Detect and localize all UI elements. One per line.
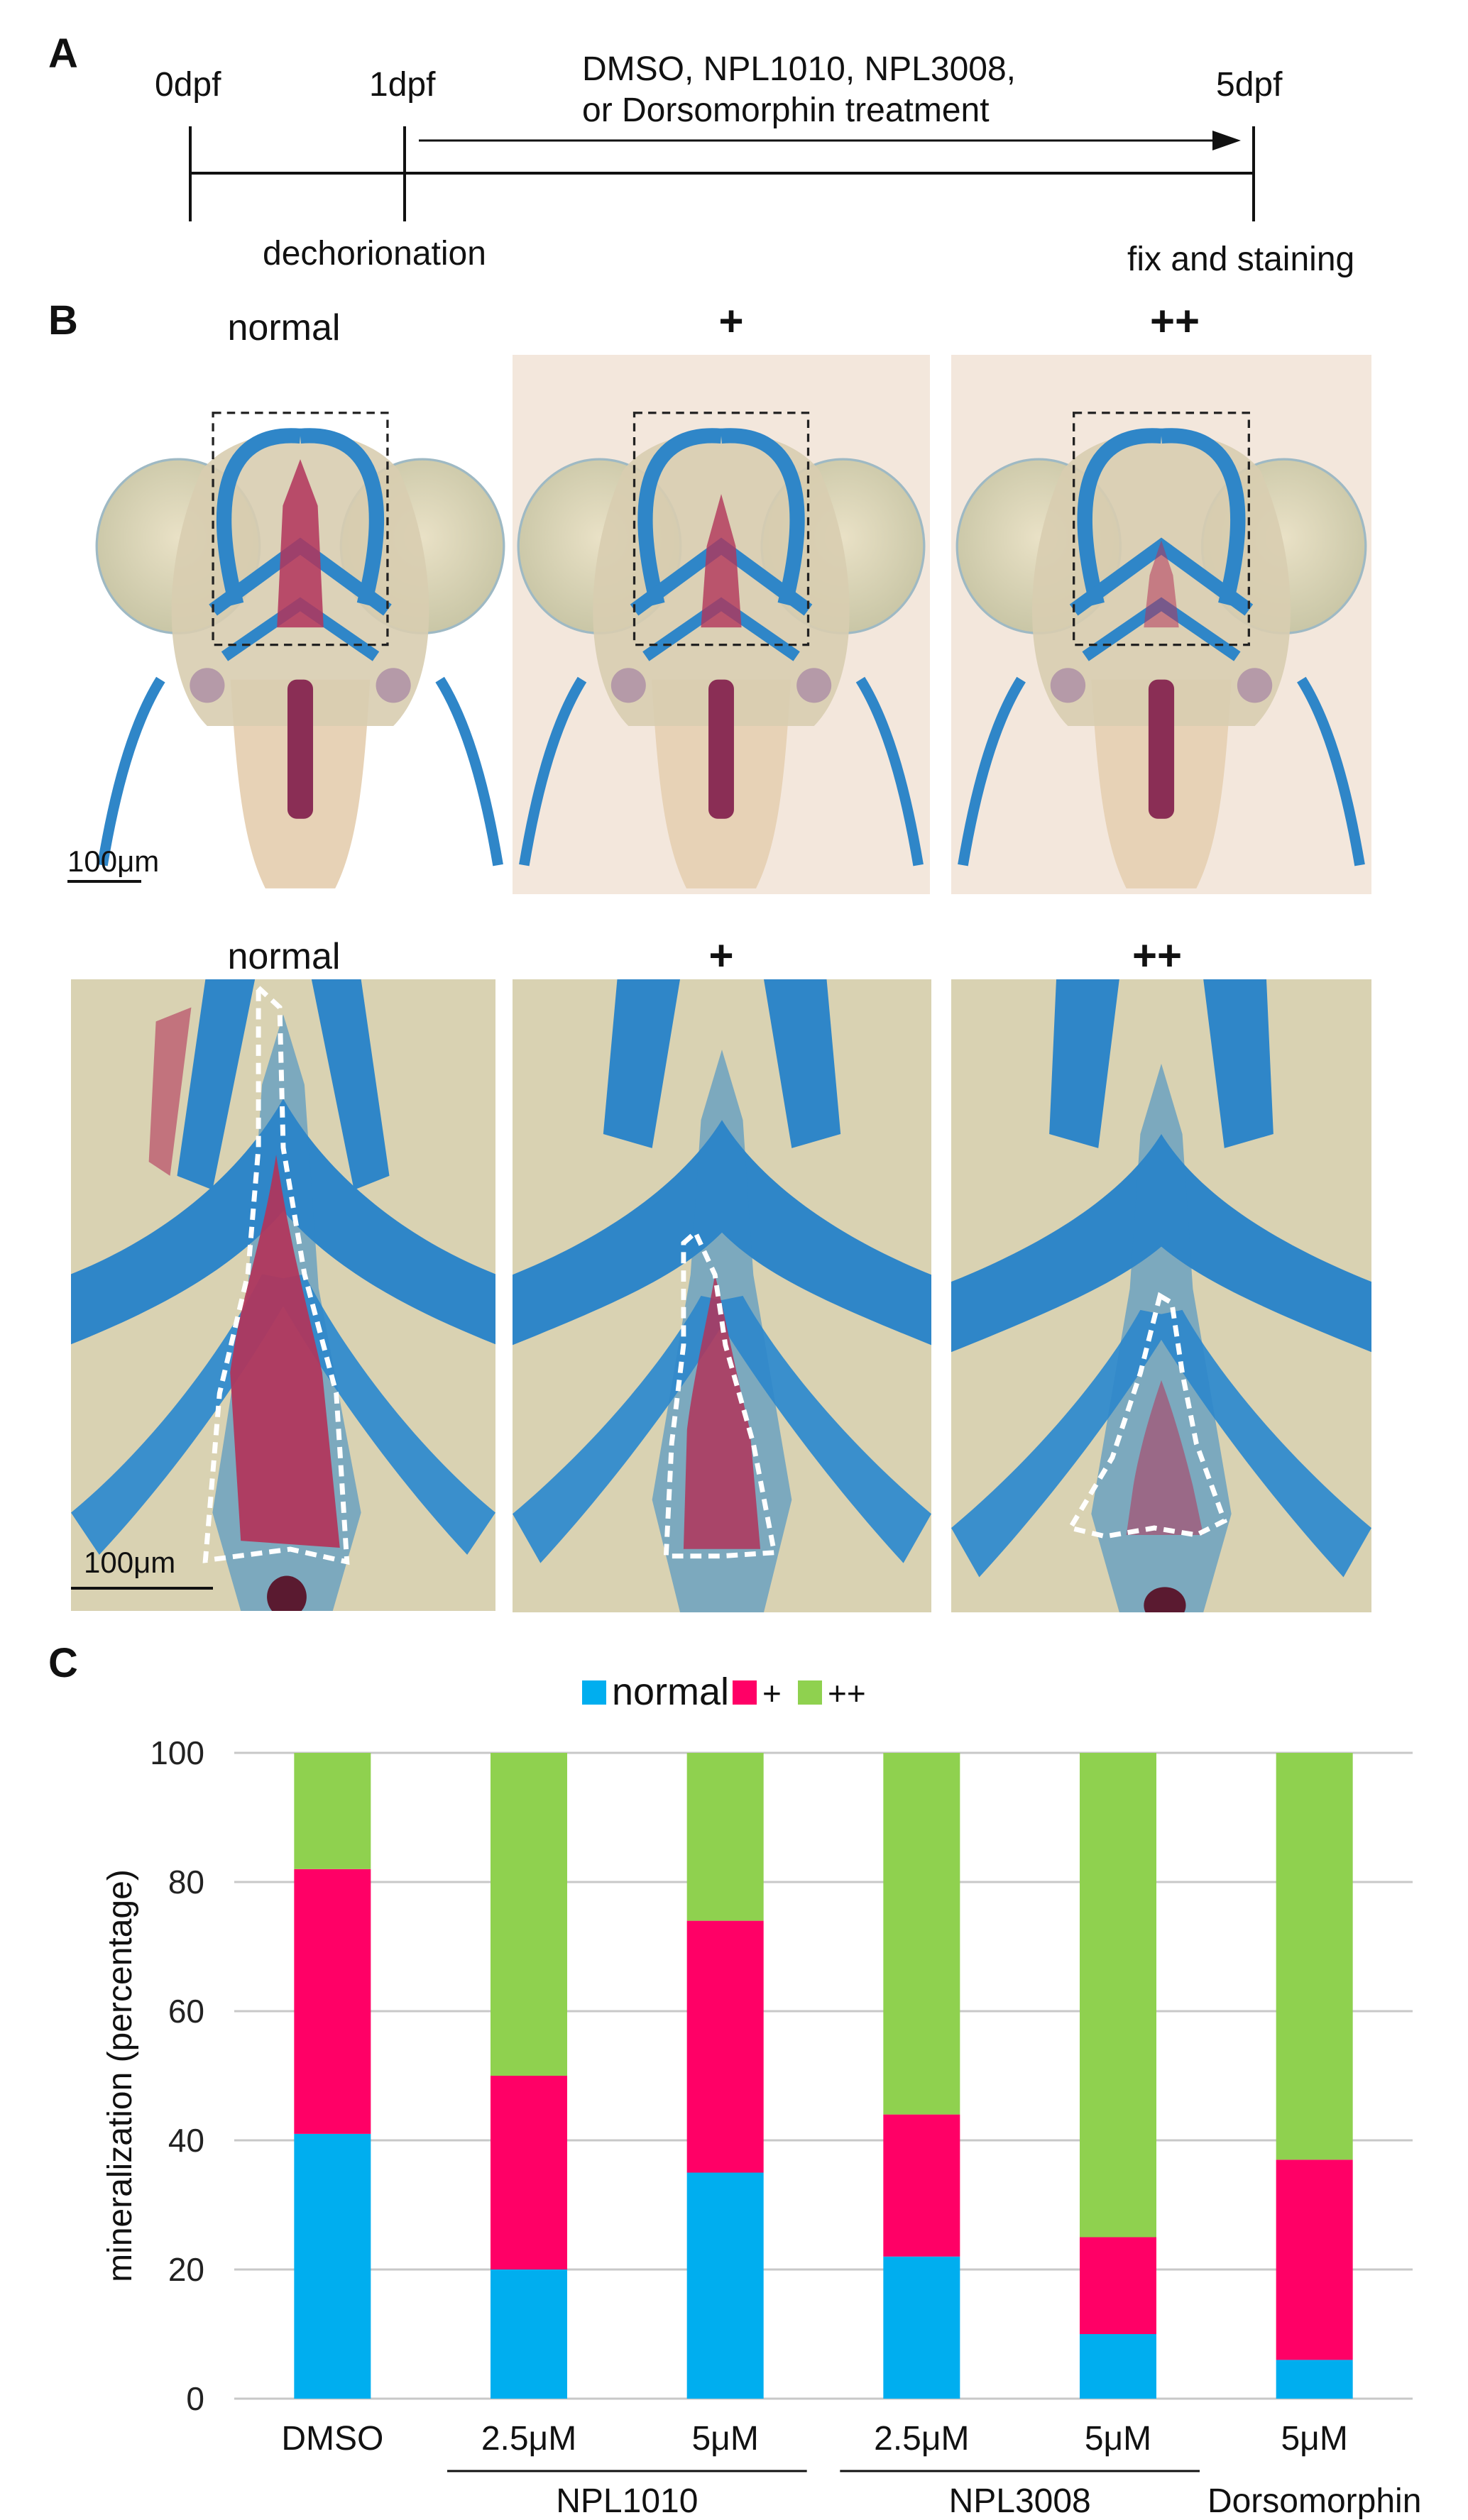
bar-segment-5-2 [1276, 1753, 1353, 2160]
y-tick-label-20: 20 [168, 2251, 204, 2288]
scale-bar-top [67, 880, 141, 883]
top-label-normal: normal [227, 307, 341, 348]
zoom-image-plusplus [951, 979, 1371, 1612]
legend-swatch-0 [582, 1680, 606, 1705]
x-tick-label-5: 5μM [1281, 2420, 1347, 2458]
bar-segment-4-1 [1080, 2237, 1156, 2334]
x-tick-label-3: 2.5μM [874, 2420, 969, 2458]
legend-label-1: + [762, 1675, 782, 1712]
bar-segment-4-2 [1080, 1753, 1156, 2238]
top-label-plusplus: ++ [1149, 297, 1200, 345]
treatment-label-line2: or Dorsomorphin treatment [582, 92, 990, 129]
top-label-plus: + [718, 297, 744, 345]
tick-label-1dpf: 1dpf [369, 66, 436, 104]
y-tick-label-100: 100 [150, 1734, 204, 1771]
top-image-normal [91, 355, 510, 894]
panel-b-letter: B [48, 297, 78, 343]
bar-segment-1-0 [491, 2269, 567, 2399]
bar-segment-1-1 [491, 2076, 567, 2269]
legend-label-2: ++ [828, 1675, 866, 1712]
legend-label-0: normal [612, 1671, 729, 1713]
tick-label-0dpf: 0dpf [155, 66, 221, 104]
x-tick-label-4: 5μM [1085, 2420, 1151, 2458]
bottom-label-plus: + [708, 932, 734, 979]
zoom-image-normal [71, 979, 495, 1611]
y-tick-label-40: 40 [168, 2122, 204, 2159]
fix-staining-label: fix and staining [1127, 241, 1355, 278]
bar-segment-0-0 [294, 2133, 371, 2399]
treatment-label-line1: DMSO, NPL1010, NPL3008, [582, 50, 1016, 88]
bar-segment-3-1 [883, 2114, 960, 2257]
bottom-label-plusplus: ++ [1132, 932, 1183, 979]
panel-c-letter: C [48, 1640, 78, 1686]
y-axis-title: mineralization (percentage) [102, 1869, 139, 2282]
treatment-arrow-head [1212, 131, 1241, 150]
zoom-image-plus [513, 979, 931, 1612]
tick-label-5dpf: 5dpf [1216, 66, 1283, 104]
bar-segment-0-2 [294, 1753, 371, 1869]
bar-segment-3-2 [883, 1753, 960, 2115]
bar-segment-2-2 [686, 1753, 764, 1921]
bar-segment-0-1 [294, 1869, 371, 2134]
x-tick-label-2: 5μM [691, 2420, 758, 2458]
y-tick-label-60: 60 [168, 1993, 204, 2030]
y-tick-label-80: 80 [168, 1864, 204, 1900]
group-label-0: NPL1010 [556, 2482, 698, 2520]
scale-label-top: 100μm [67, 844, 160, 878]
bar-segment-1-2 [491, 1753, 567, 2076]
bar-segment-3-0 [883, 2256, 960, 2399]
timeline-graphic [189, 126, 1255, 221]
dechorionation-label: dechorionation [263, 235, 486, 273]
y-tick-label-0: 0 [186, 2380, 204, 2417]
mineralization-chart: 0 20 40 60 80 100 mineralization (percentage) D… [102, 1671, 1421, 2520]
top-image-plusplus [951, 355, 1371, 894]
group-label-2: Dorsomorphin [1207, 2482, 1421, 2520]
bottom-label-normal: normal [227, 936, 341, 977]
legend-swatch-1 [733, 1680, 757, 1705]
bar-segment-2-1 [686, 1920, 764, 2173]
x-tick-label-0: DMSO [281, 2420, 383, 2458]
x-tick-label-1: 2.5μM [481, 2420, 576, 2458]
panel-a-letter: A [48, 31, 78, 77]
group-label-1: NPL3008 [949, 2482, 1091, 2520]
bar-segment-4-0 [1080, 2334, 1156, 2399]
scale-label-bottom: 100μm [84, 1546, 176, 1579]
legend-swatch-2 [798, 1680, 822, 1705]
bar-segment-5-0 [1276, 2360, 1353, 2399]
scale-bar-bottom [71, 1587, 213, 1590]
bar-segment-5-1 [1276, 2159, 1353, 2360]
top-image-plus [513, 355, 930, 894]
bar-segment-2-0 [686, 2172, 764, 2399]
